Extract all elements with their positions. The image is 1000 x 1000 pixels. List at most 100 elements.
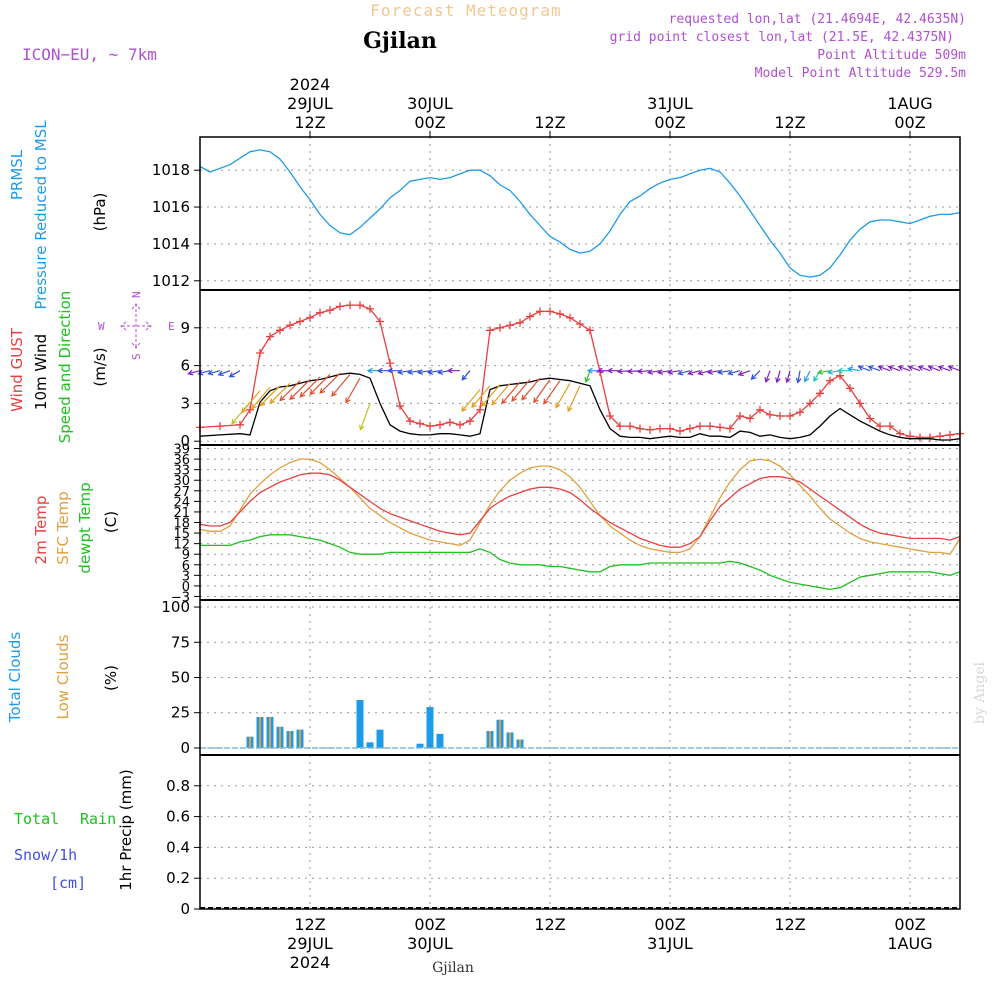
gust-marker (716, 423, 724, 432)
gust-marker (766, 410, 774, 419)
wind-direction-arrow (461, 370, 471, 381)
wind-direction-arrow (289, 379, 311, 401)
gust-marker (296, 317, 304, 326)
wind-direction-label: Speed and Direction (56, 291, 74, 444)
gust-marker (636, 424, 644, 433)
precip-rain-label: Rain (80, 810, 116, 828)
time-axis-top-label: 00Z (654, 113, 685, 132)
gust-marker (416, 419, 424, 428)
wind-direction-arrow (386, 367, 400, 374)
y-tick-label: 21 (173, 506, 190, 521)
gust-marker (366, 304, 374, 313)
gust-marker (236, 420, 244, 429)
time-axis-top-label: 30JUL (407, 94, 453, 113)
wind-direction-arrow (666, 369, 681, 375)
gust-marker (656, 424, 664, 433)
gust-marker (376, 317, 384, 326)
precip-unit-cm: [cm] (50, 874, 86, 892)
wind-direction-arrow (867, 365, 881, 372)
wind-direction-arrow (917, 365, 931, 372)
low-cloud-bar (269, 716, 271, 748)
temp-unit: (C) (102, 511, 120, 533)
gust-marker (546, 307, 554, 316)
wind-direction-arrow (416, 369, 431, 375)
total-cloud-bar (426, 707, 434, 748)
time-axis-top-label: 1AUG (887, 94, 932, 113)
wind-direction-arrow (887, 365, 901, 372)
total-cloud-bar (356, 700, 364, 748)
wind-unit: (m/s) (91, 347, 109, 386)
sfc-temp-line (199, 458, 961, 555)
y-tick-label: 33 (173, 464, 190, 479)
gust-marker (336, 302, 344, 311)
y-tick-label: 0.8 (166, 777, 190, 795)
wind-direction-arrow (804, 370, 811, 383)
model-altitude: Model Point Altitude 529.5m (755, 66, 966, 81)
y-tick-label: 100 (161, 598, 190, 616)
wind-direction-arrow (491, 382, 511, 406)
y-tick-label: 39 (173, 443, 190, 458)
pressure-unit: (hPa) (91, 193, 109, 232)
wind-direction-arrow (461, 389, 481, 412)
clouds-low-label: Low Clouds (54, 634, 72, 719)
wind-direction-arrow (656, 369, 671, 375)
wind-direction-arrow (345, 377, 361, 404)
y-tick-label: 15 (173, 527, 190, 542)
gust-marker (516, 318, 524, 327)
total-cloud-bar (366, 742, 374, 748)
low-cloud-bar (249, 736, 251, 748)
gust-marker (646, 425, 654, 434)
wind-direction-arrow (907, 365, 921, 372)
gust-marker (216, 422, 224, 431)
wind-direction-arrow (677, 369, 691, 376)
gust-marker (676, 427, 684, 436)
wind-direction-arrow (533, 379, 551, 404)
precip-total-label: Total (14, 810, 59, 828)
gust-marker (806, 399, 814, 408)
gust-marker (866, 414, 874, 423)
wind-direction-arrow (446, 367, 460, 374)
clouds-unit: (%) (102, 665, 120, 691)
wind-direction-arrow (764, 370, 771, 384)
gust-marker (576, 320, 584, 329)
temp-dew-label: dewpt Temp (76, 482, 94, 573)
wind-direction-arrow (259, 385, 281, 407)
time-axis-bottom-label: 12Z (534, 915, 565, 934)
gust-marker (826, 376, 834, 385)
gust-marker (926, 433, 934, 442)
gust-marker (736, 412, 744, 421)
temp-2m-label: 2m Temp (32, 496, 50, 565)
compass-rose (120, 303, 152, 349)
low-cloud-bar (279, 726, 281, 748)
pressure-line (199, 149, 961, 278)
low-cloud-bar (509, 732, 511, 748)
time-axis-bottom-label: 12Z (294, 915, 325, 934)
gust-marker (886, 422, 894, 431)
wind-direction-arrow (396, 369, 411, 375)
wind-direction-arrow (846, 366, 861, 373)
chart-title: Forecast Meteogram (370, 1, 561, 20)
time-axis-top-label: 29JUL (287, 94, 333, 113)
compass-south: S (130, 353, 143, 360)
wind-direction-arrow (584, 370, 591, 384)
gust-marker (696, 422, 704, 431)
wind-direction-arrow (501, 381, 521, 405)
time-axis-bottom-label: 00Z (414, 915, 445, 934)
y-tick-label: 0 (180, 900, 190, 918)
gust-marker (276, 326, 284, 335)
total-cloud-bar (376, 729, 384, 748)
pressure-label-msl: Pressure Reduced to MSL (32, 120, 50, 310)
wind-direction-arrow (279, 380, 301, 402)
point-altitude: Point Altitude 509m (817, 48, 966, 63)
location-title: Gjilan (363, 28, 437, 54)
time-axis-bottom-label: 12Z (774, 915, 805, 934)
gust-marker (536, 307, 544, 316)
wind-direction-arrow (687, 369, 701, 376)
wind-direction-arrow (795, 370, 802, 384)
wind-direction-arrow (217, 370, 231, 377)
wind-direction-arrow (816, 369, 831, 375)
gust-marker (446, 418, 454, 427)
wind-direction-arrow (947, 365, 961, 372)
y-tick-label: 9 (182, 548, 190, 563)
